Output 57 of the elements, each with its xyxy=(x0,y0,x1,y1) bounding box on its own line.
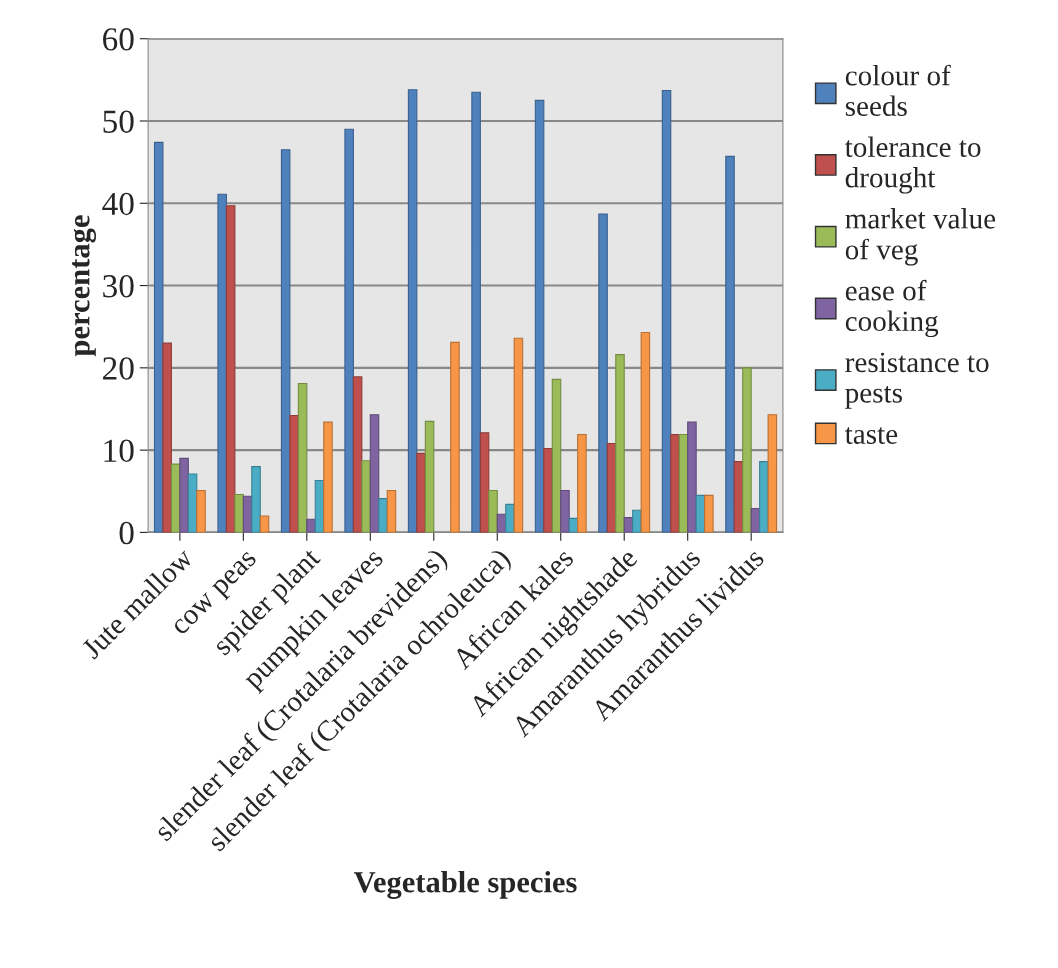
bar xyxy=(488,489,498,533)
bar xyxy=(323,421,333,533)
y-tick-label: 30 xyxy=(103,274,134,298)
y-tick-label: 20 xyxy=(103,357,134,380)
bar xyxy=(687,421,697,533)
bar xyxy=(344,128,354,533)
bar xyxy=(615,354,625,533)
bar xyxy=(577,433,587,533)
bar xyxy=(225,205,236,533)
bar xyxy=(534,99,545,533)
bar xyxy=(513,337,524,533)
y-tick-label: 40 xyxy=(102,192,134,216)
bar xyxy=(767,414,778,533)
legend-label: market value of veg xyxy=(845,208,996,266)
bar xyxy=(640,331,651,533)
bar xyxy=(386,489,397,533)
bar xyxy=(289,415,299,533)
bar xyxy=(297,382,308,533)
bar xyxy=(217,193,227,533)
y-tick-label: 10 xyxy=(104,439,134,463)
bar xyxy=(179,457,189,533)
bar xyxy=(259,515,270,533)
bar xyxy=(234,493,244,533)
bar xyxy=(416,452,426,533)
y-axis-title: percentage xyxy=(72,215,97,357)
bar xyxy=(361,460,371,533)
legend-label: tolerance to drought xyxy=(844,136,981,194)
legend-label: colour of seeds xyxy=(845,64,951,116)
bar xyxy=(704,494,714,533)
bar xyxy=(378,498,388,533)
bar xyxy=(251,466,261,533)
legend-label: ease of cooking xyxy=(845,279,939,338)
bar xyxy=(280,149,291,533)
bar xyxy=(306,518,316,533)
bar xyxy=(551,378,562,533)
legend-label: taste xyxy=(844,427,898,444)
bar xyxy=(471,91,481,533)
y-tick-label: 60 xyxy=(103,28,134,51)
x-axis-title: Vegetable species xyxy=(353,870,577,899)
bar xyxy=(661,90,672,533)
bar xyxy=(505,503,515,533)
bar xyxy=(369,414,380,533)
bar xyxy=(196,489,206,533)
bar xyxy=(407,89,418,533)
bar xyxy=(162,342,172,533)
bar xyxy=(424,420,435,533)
bar xyxy=(543,447,553,533)
y-tick-label: 50 xyxy=(103,110,134,133)
y-tick-label: 0 xyxy=(119,521,134,545)
bar xyxy=(450,341,460,533)
bar xyxy=(725,155,735,533)
bar xyxy=(479,432,490,533)
bar xyxy=(742,367,752,533)
bar xyxy=(153,141,164,533)
bar xyxy=(670,433,680,533)
bar xyxy=(598,213,608,533)
bar xyxy=(560,489,570,533)
